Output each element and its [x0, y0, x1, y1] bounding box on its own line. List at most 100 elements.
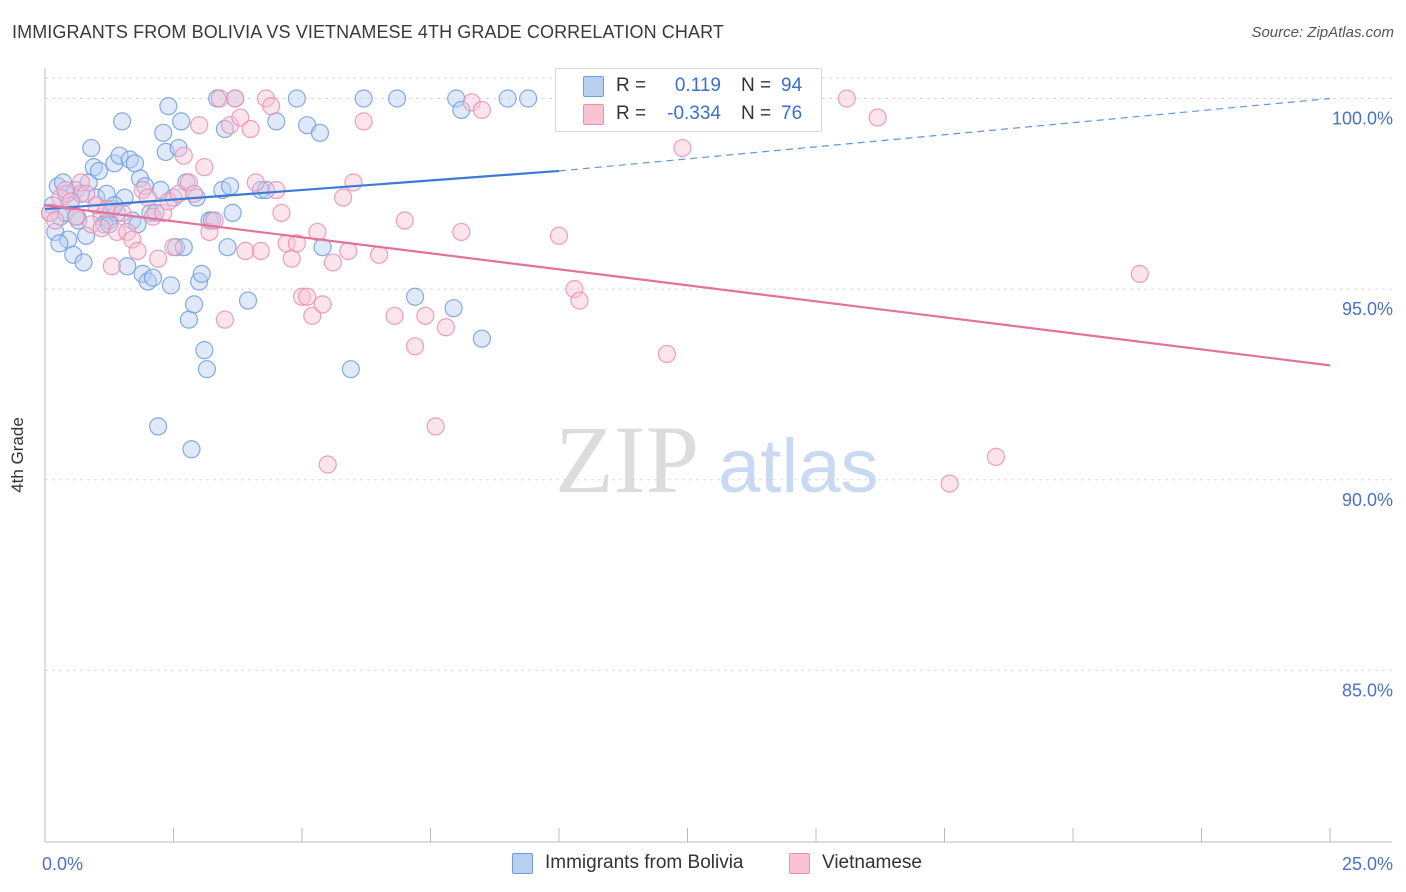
point-vietnamese — [318, 455, 337, 474]
point-bolivia — [472, 329, 491, 348]
trend-line-vietnamese — [44, 204, 1331, 367]
point-bolivia — [452, 100, 471, 120]
point-vietnamese — [868, 108, 887, 127]
point-vietnamese — [303, 306, 322, 325]
point-bolivia — [143, 268, 163, 287]
y-tick-label: 90.0% — [1342, 490, 1393, 510]
legend-swatch-vietnamese — [583, 103, 604, 125]
legend-n-value: 94 — [781, 75, 803, 96]
point-vietnamese — [102, 257, 121, 276]
point-vietnamese — [77, 184, 96, 203]
point-bolivia — [118, 257, 137, 276]
legend-swatch-vietnamese — [789, 852, 810, 874]
point-vietnamese — [215, 310, 234, 329]
axes — [44, 68, 1392, 843]
point-vietnamese — [272, 203, 291, 222]
legend-label-vietnamese: Vietnamese — [822, 852, 922, 873]
point-vietnamese — [462, 93, 481, 112]
point-bolivia — [64, 245, 83, 264]
point-bolivia — [197, 360, 217, 379]
point-vietnamese — [436, 318, 456, 337]
point-vietnamese — [56, 180, 75, 200]
point-vietnamese — [112, 203, 132, 222]
point-vietnamese — [236, 241, 255, 261]
point-bolivia — [447, 89, 466, 108]
point-vietnamese — [82, 215, 101, 234]
point-vietnamese — [339, 241, 358, 261]
x-tick-label: 25.0% — [1342, 854, 1393, 874]
point-bolivia — [154, 123, 173, 142]
legend-r-value: 0.119 — [674, 75, 721, 96]
point-vietnamese — [298, 287, 317, 306]
point-vietnamese — [128, 241, 147, 261]
point-vietnamese — [395, 211, 414, 230]
point-vietnamese — [1130, 264, 1149, 283]
point-vietnamese — [416, 306, 435, 325]
point-bolivia — [82, 138, 101, 158]
y-tick-label: 85.0% — [1342, 680, 1393, 700]
point-vietnamese — [308, 222, 327, 242]
legend-n-label: N = — [741, 75, 772, 96]
point-bolivia — [218, 238, 237, 257]
point-vietnamese — [370, 245, 389, 264]
legend-swatch-bolivia — [512, 852, 533, 874]
point-bolivia — [287, 89, 306, 108]
point-vietnamese — [570, 291, 589, 310]
legend-item-vietnamese[interactable]: Vietnamese — [789, 852, 922, 874]
point-vietnamese — [184, 184, 204, 203]
point-vietnamese — [565, 280, 584, 299]
x-tick-label: 0.0% — [42, 854, 83, 874]
point-vietnamese — [385, 306, 404, 325]
point-bolivia — [148, 417, 168, 436]
y-tick-label: 100.0% — [1332, 109, 1393, 129]
point-bolivia — [267, 112, 286, 131]
point-bolivia — [405, 287, 425, 306]
legend-item-bolivia[interactable]: Immigrants from Bolivia — [512, 852, 744, 874]
point-vietnamese — [837, 89, 856, 108]
point-vietnamese — [267, 180, 286, 200]
point-vietnamese — [323, 253, 342, 272]
legend-label-bolivia: Immigrants from Bolivia — [545, 852, 744, 873]
legend-n-value: 76 — [781, 103, 803, 124]
point-bolivia — [238, 291, 258, 310]
point-bolivia — [184, 295, 204, 314]
point-vietnamese — [251, 241, 270, 261]
trend-line-bolivia — [44, 169, 560, 211]
point-bolivia — [89, 161, 109, 181]
point-vietnamese — [164, 238, 183, 257]
point-bolivia — [125, 154, 145, 173]
point-vietnamese — [71, 173, 91, 192]
point-vietnamese — [174, 146, 193, 165]
point-vietnamese — [986, 447, 1006, 467]
legend-r-value: -0.334 — [667, 103, 721, 124]
point-bolivia — [223, 203, 242, 222]
correlation-legend: R = 0.119 N = 94 R = -0.334 N = 76 — [555, 68, 822, 132]
trend-line-bolivia-extension — [558, 97, 1331, 172]
legend-r-label: R = — [616, 103, 647, 124]
legend-swatch-bolivia — [583, 75, 604, 97]
point-vietnamese — [657, 344, 677, 364]
point-vietnamese — [940, 474, 959, 493]
point-vietnamese — [292, 287, 312, 306]
point-bolivia — [161, 276, 181, 295]
point-vietnamese — [287, 234, 306, 253]
point-vietnamese — [472, 100, 491, 120]
point-vietnamese — [673, 138, 692, 158]
legend-r-label: R = — [616, 75, 647, 96]
point-vietnamese — [179, 173, 199, 192]
point-vietnamese — [138, 188, 157, 207]
point-vietnamese — [190, 116, 209, 135]
watermark-atlas: atlas — [718, 424, 879, 509]
legend-row-vietnamese: R = -0.334 N = 76 — [556, 100, 811, 128]
legend-row-bolivia: R = 0.119 N = 94 — [556, 72, 811, 100]
point-bolivia — [498, 89, 517, 108]
point-bolivia — [110, 146, 129, 165]
point-bolivia — [192, 264, 211, 283]
point-bolivia — [174, 238, 193, 257]
point-vietnamese — [200, 222, 219, 242]
point-bolivia — [310, 123, 330, 142]
point-vietnamese — [344, 173, 363, 192]
tick-labels: 100.0% 95.0% 90.0% 85.0% 0.0% 25.0% — [42, 109, 1393, 874]
point-bolivia — [387, 89, 407, 108]
